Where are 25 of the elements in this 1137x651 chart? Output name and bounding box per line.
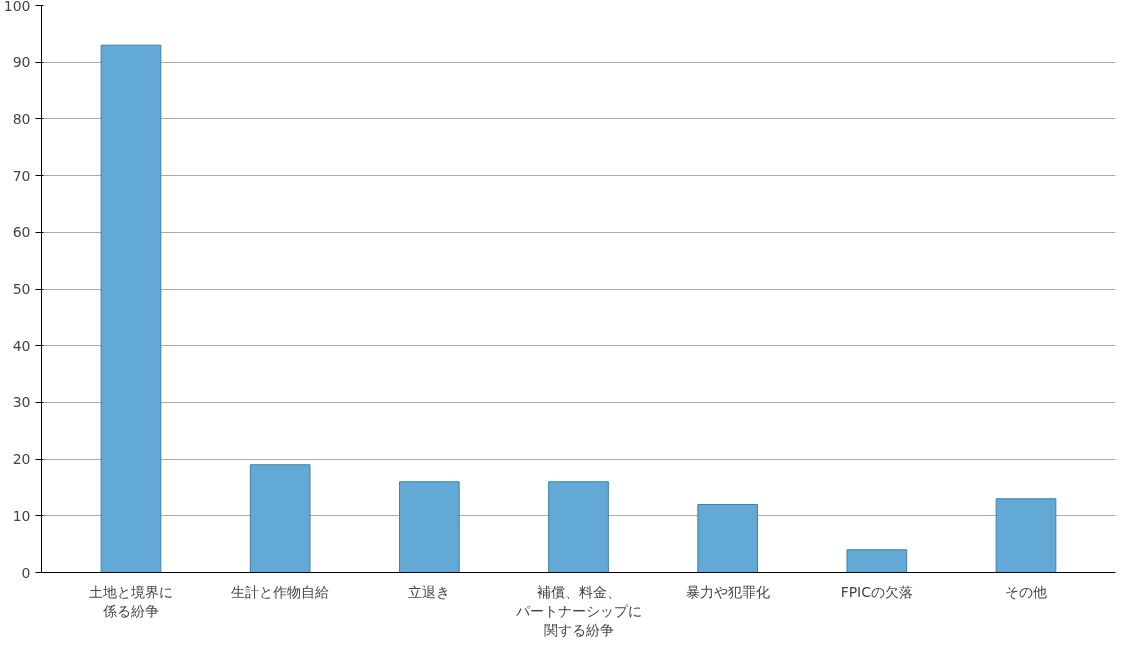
y-tick-label: 60 [12, 224, 31, 241]
x-tick-label: 暴力や犯罪化 [685, 583, 770, 600]
y-tick-label: 0 [21, 564, 31, 581]
bar [249, 464, 311, 573]
x-tick-label: 土地と境界に係る紛争 [89, 583, 173, 619]
bar [846, 549, 908, 573]
bar [697, 503, 758, 573]
y-tick-label: 70 [12, 167, 31, 184]
x-tick-label: FPICの欠落 [840, 583, 914, 600]
y-tick-label: 20 [12, 451, 31, 468]
y-tick-label: 80 [12, 110, 31, 127]
x-tick-label: その他 [1005, 583, 1047, 600]
y-tick-label: 30 [12, 394, 31, 411]
y-tick-label: 10 [12, 507, 31, 524]
y-tick-label: 50 [12, 281, 31, 297]
bar [995, 498, 1057, 573]
y-tick-label: 40 [12, 337, 31, 354]
x-tick-label: 補償、料金、パートナーシップに関する紛争 [514, 583, 642, 638]
x-tick-label: 生計と作物自給 [231, 583, 330, 600]
y-tick-label: 100 [3, 0, 31, 14]
bar [548, 481, 609, 573]
bar [399, 481, 460, 573]
y-tick-label: 90 [12, 54, 31, 71]
bar [100, 44, 162, 573]
x-tick-label: 立退き [408, 583, 451, 600]
